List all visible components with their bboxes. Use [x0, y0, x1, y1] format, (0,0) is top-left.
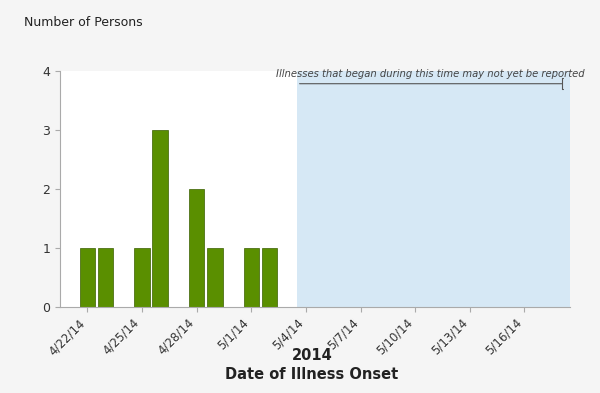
Text: Number of Persons: Number of Persons [24, 16, 143, 29]
Bar [80, 248, 95, 307]
Bar [134, 248, 150, 307]
Bar [244, 248, 259, 307]
Bar [98, 248, 113, 307]
Bar [207, 248, 223, 307]
Bar [297, 71, 570, 307]
Text: 2014: 2014 [292, 348, 332, 363]
Bar [152, 130, 168, 307]
Text: Date of Illness Onset: Date of Illness Onset [226, 367, 398, 382]
Text: Illnesses that began during this time may not yet be reported: Illnesses that began during this time ma… [277, 69, 585, 79]
Bar [262, 248, 277, 307]
Bar [189, 189, 205, 307]
